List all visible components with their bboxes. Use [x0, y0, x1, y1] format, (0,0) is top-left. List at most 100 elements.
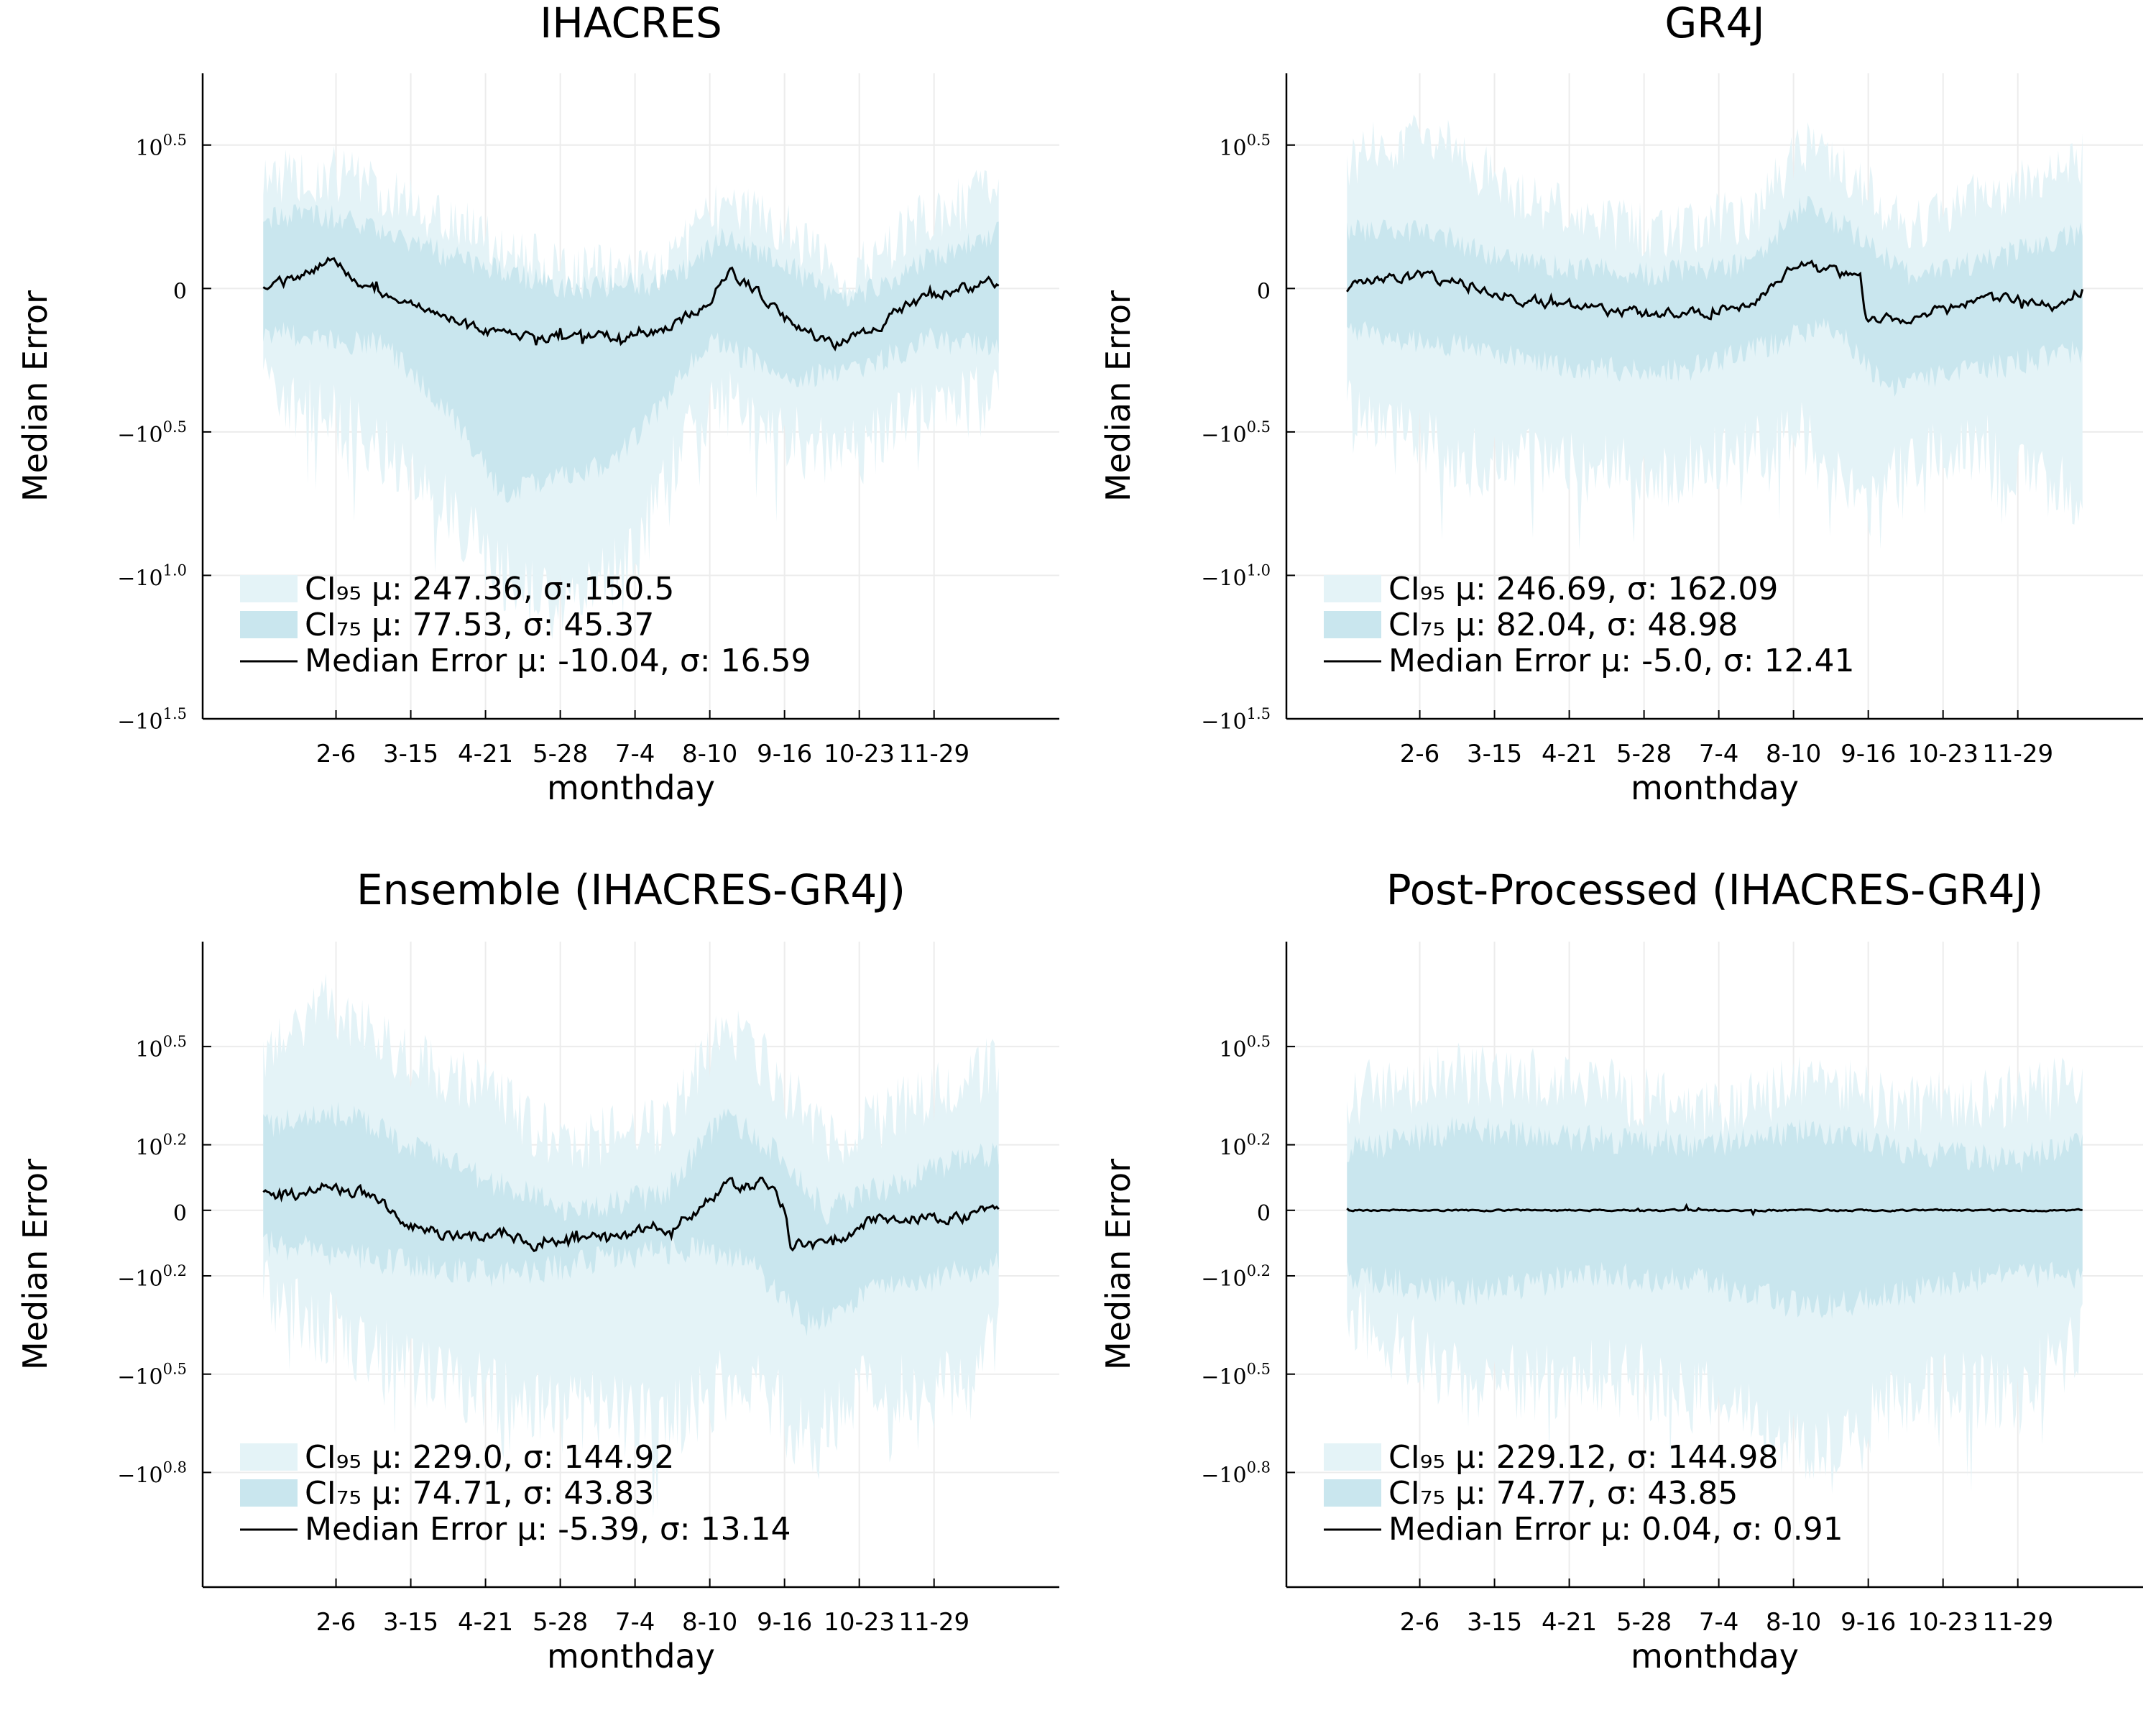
y-tick-label: 0: [173, 1201, 187, 1226]
y-tick-label: 0: [1257, 1201, 1271, 1226]
x-tick-label: 4-21: [458, 740, 513, 768]
legend-ci75-label: CI₇₅ μ: 82.04, σ: 48.98: [1388, 607, 1738, 643]
x-tick-label: 11-29: [898, 740, 969, 768]
panel-1: 2-6 3-15 4-21 5-28 7-4 8-10 9-16 10-23 11-29 100.…: [16, 0, 1059, 807]
legend-ci95-swatch: [240, 1443, 298, 1471]
y-tick-label: −101.0: [1201, 561, 1271, 591]
legend-ci95-swatch: [1324, 1443, 1381, 1471]
y-axis-label: Median Error: [16, 1159, 55, 1370]
x-tick-label: 10-23: [1907, 740, 1978, 768]
legend-ci75-swatch: [1324, 1479, 1381, 1507]
x-axis-label: monthday: [1631, 1637, 1799, 1676]
y-tick-label: 100.5: [1219, 1033, 1271, 1062]
x-tick-label: 7-4: [615, 1608, 655, 1637]
x-tick-label: 5-28: [1616, 1608, 1672, 1637]
x-axis-label: monthday: [1631, 768, 1799, 807]
panel-4: 2-6 3-15 4-21 5-28 7-4 8-10 9-16 10-23 11-29 100.…: [1099, 865, 2143, 1676]
chart-title: Ensemble (IHACRES-GR4J): [356, 865, 906, 914]
y-tick-label: −100.8: [1201, 1458, 1271, 1488]
ci75-band: [263, 204, 999, 503]
y-tick-label: −100.2: [1201, 1262, 1271, 1292]
median-error-line: [262, 1176, 1000, 1253]
y-tick-label: 0: [173, 279, 187, 304]
legend-ci75-label: CI₇₅ μ: 74.71, σ: 43.83: [305, 1475, 654, 1512]
x-tick-label: 5-28: [533, 740, 588, 768]
panel-3: 2-6 3-15 4-21 5-28 7-4 8-10 9-16 10-23 11-29 100.…: [16, 865, 1059, 1676]
legend-median-label: Median Error μ: -10.04, σ: 16.59: [305, 643, 811, 679]
x-tick-label: 8-10: [1766, 740, 1821, 768]
y-axis-label: Median Error: [1099, 1159, 1138, 1370]
x-tick-label: 3-15: [383, 740, 438, 768]
x-tick-label: 4-21: [1542, 1608, 1597, 1637]
legend-median-label: Median Error μ: -5.39, σ: 13.14: [305, 1511, 791, 1548]
x-tick-label: 11-29: [898, 1608, 969, 1637]
legend-ci75-label: CI₇₅ μ: 74.77, σ: 43.85: [1388, 1475, 1738, 1512]
x-tick-label: 2-6: [316, 740, 356, 768]
x-tick-label: 3-15: [1467, 740, 1522, 768]
x-tick-label: 9-16: [757, 1608, 812, 1637]
x-tick-label: 10-23: [824, 1608, 895, 1637]
legend-ci95-label: CI₉₅ μ: 229.12, σ: 144.98: [1388, 1439, 1778, 1476]
ci75-band: [1347, 196, 2083, 397]
legend-ci95-label: CI₉₅ μ: 229.0, σ: 144.92: [305, 1439, 674, 1476]
x-tick-label: 8-10: [682, 1608, 737, 1637]
legend-ci75-swatch: [240, 1479, 298, 1507]
y-tick-label: 100.5: [135, 132, 187, 161]
ci75-band: [263, 1101, 999, 1336]
x-tick-label: 2-6: [1400, 1608, 1440, 1637]
median-error-line: [262, 256, 1000, 351]
legend-ci75-label: CI₇₅ μ: 77.53, σ: 45.37: [305, 607, 654, 643]
x-tick-label: 9-16: [1841, 740, 1896, 768]
legend-median-label: Median Error μ: -5.0, σ: 12.41: [1388, 643, 1855, 679]
x-tick-label: 7-4: [1699, 1608, 1739, 1637]
chart-title: Post-Processed (IHACRES-GR4J): [1386, 865, 2043, 914]
x-tick-label: 3-15: [383, 1608, 438, 1637]
x-tick-label: 11-29: [1982, 740, 2053, 768]
x-tick-label: 3-15: [1467, 1608, 1522, 1637]
y-tick-label: −100.5: [117, 418, 187, 448]
x-tick-label: 4-21: [1542, 740, 1597, 768]
legend-ci95-swatch: [240, 575, 298, 602]
legend-ci95-label: CI₉₅ μ: 246.69, σ: 162.09: [1388, 571, 1778, 607]
y-tick-label: −100.5: [1201, 1361, 1271, 1390]
y-tick-label: −101.5: [1201, 705, 1271, 735]
x-tick-label: 9-16: [757, 740, 812, 768]
x-tick-label: 9-16: [1841, 1608, 1896, 1637]
x-tick-label: 7-4: [615, 740, 655, 768]
x-tick-label: 8-10: [1766, 1608, 1821, 1637]
y-tick-label: 100.5: [135, 1033, 187, 1062]
y-tick-label: 100.2: [135, 1131, 187, 1161]
x-tick-label: 11-29: [1982, 1608, 2053, 1637]
x-tick-label: 5-28: [1616, 740, 1672, 768]
legend-ci95-swatch: [1324, 575, 1381, 602]
y-tick-label: −100.5: [1201, 418, 1271, 448]
chart-title: GR4J: [1664, 0, 1764, 47]
y-tick-label: 100.2: [1219, 1131, 1271, 1161]
x-tick-label: 2-6: [316, 1608, 356, 1637]
legend-ci95-label: CI₉₅ μ: 247.36, σ: 150.5: [305, 571, 674, 607]
ci75-band: [1347, 1116, 2083, 1319]
x-tick-label: 8-10: [682, 740, 737, 768]
x-tick-label: 10-23: [824, 740, 895, 768]
y-tick-label: 100.5: [1219, 132, 1271, 161]
y-tick-label: 0: [1257, 279, 1271, 304]
y-axis-label: Median Error: [16, 290, 55, 502]
x-tick-label: 7-4: [1699, 740, 1739, 768]
y-axis-label: Median Error: [1099, 290, 1138, 502]
panel-2: 2-6 3-15 4-21 5-28 7-4 8-10 9-16 10-23 11-29 100.…: [1099, 0, 2143, 807]
x-tick-label: 5-28: [533, 1608, 588, 1637]
legend-median-label: Median Error μ: 0.04, σ: 0.91: [1388, 1511, 1843, 1548]
y-tick-label: −100.2: [117, 1262, 187, 1292]
chart-title: IHACRES: [540, 0, 722, 47]
x-tick-label: 10-23: [1907, 1608, 1978, 1637]
y-tick-label: −101.5: [117, 705, 187, 735]
x-tick-label: 4-21: [458, 1608, 513, 1637]
median-error-line: [1346, 259, 2084, 325]
median-error-line: [1346, 1203, 2083, 1217]
